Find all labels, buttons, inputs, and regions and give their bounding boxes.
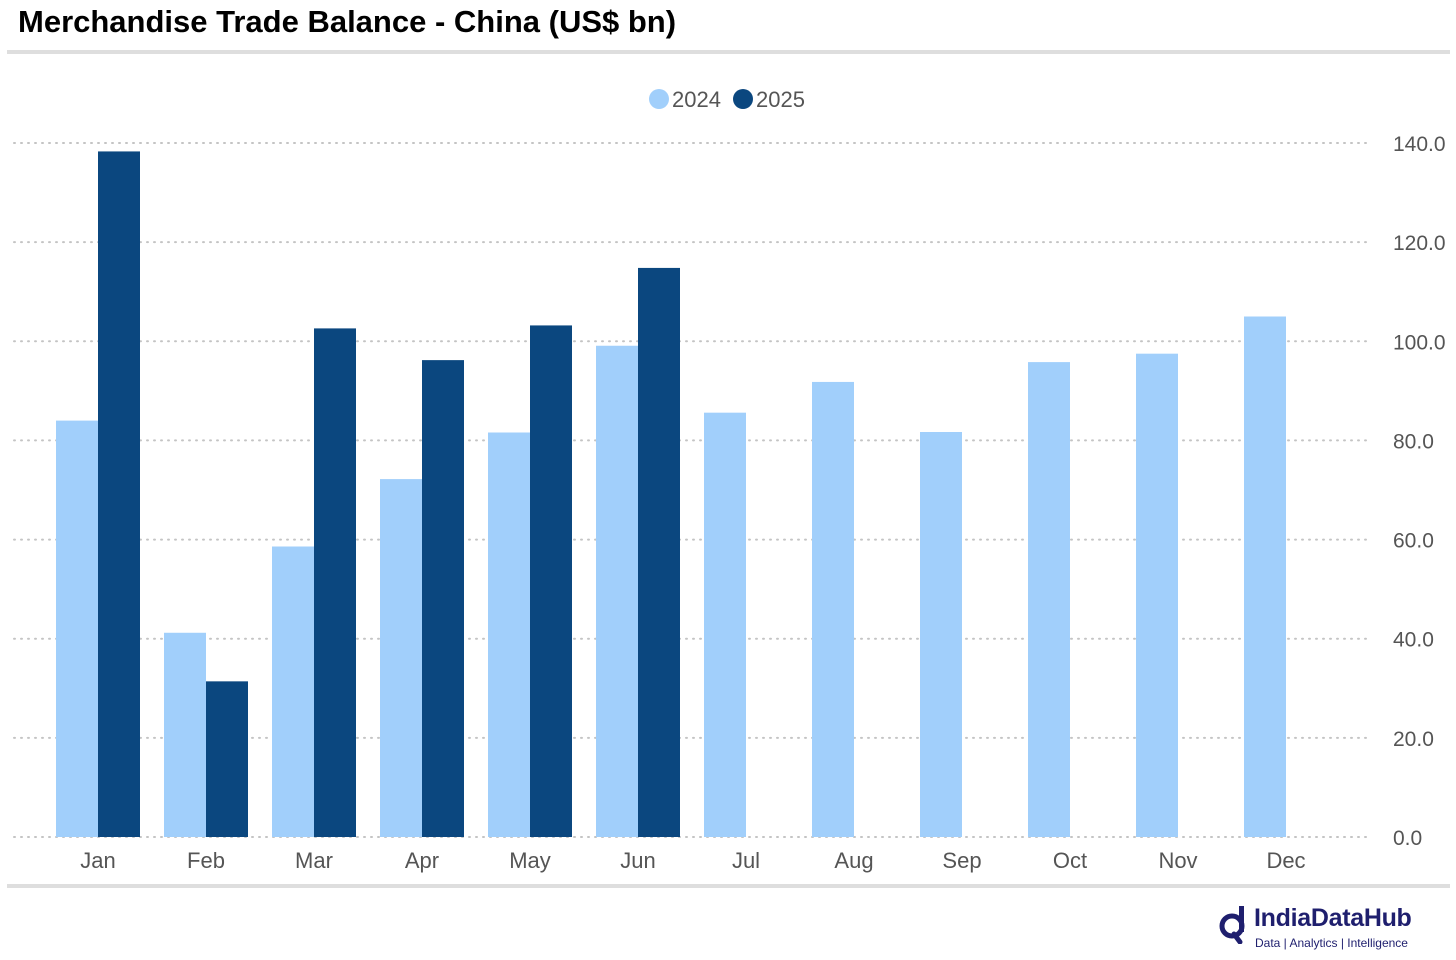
x-tick-label: Jul: [732, 848, 760, 873]
y-tick-label: 60.0: [1393, 530, 1434, 553]
bar-2024: [56, 420, 98, 837]
brand-name: IndiaDataHub: [1254, 904, 1412, 932]
y-tick-label: 0.0: [1393, 827, 1422, 850]
bar-2024: [380, 479, 422, 837]
x-tick-label: Jan: [80, 848, 115, 873]
x-axis: Jan Feb Mar Apr May Jun Jul Aug Sep Oct Nov Dec: [80, 848, 1305, 873]
bar-2025: [422, 360, 464, 837]
legend-marker: [649, 89, 669, 109]
page-title: Merchandise Trade Balance - China (US$ b…: [18, 4, 677, 39]
bar-2024: [1028, 362, 1070, 837]
legend: 2024 2025: [649, 87, 805, 112]
x-tick-label: Apr: [405, 848, 439, 873]
brand-tagline: Data | Analytics | Intelligence: [1255, 936, 1408, 950]
x-tick-label: Oct: [1053, 848, 1087, 873]
bar-2024: [272, 546, 314, 837]
legend-marker: [733, 89, 753, 109]
bar-2025: [530, 325, 572, 837]
x-tick-label: Sep: [942, 848, 981, 873]
bar-2025: [314, 328, 356, 837]
x-tick-label: Feb: [187, 848, 225, 873]
x-tick-label: Mar: [295, 848, 333, 873]
bar-2024: [164, 632, 206, 837]
y-axis: 0.0 20.0 40.0 60.0 80.0 100.0 120.0 140.0: [1393, 133, 1446, 850]
bars: [56, 151, 1286, 838]
y-tick-label: 140.0: [1393, 133, 1446, 156]
bar-2024: [704, 412, 746, 837]
y-tick-label: 100.0: [1393, 331, 1446, 354]
title-divider: [7, 50, 1450, 54]
bar-2024: [596, 345, 638, 837]
y-tick-label: 120.0: [1393, 232, 1446, 255]
x-tick-label: Jun: [620, 848, 655, 873]
x-tick-label: Nov: [1158, 848, 1197, 873]
brand-logo: IndiaDataHub Data | Analytics | Intellig…: [1218, 904, 1448, 956]
x-tick-label: Aug: [834, 848, 873, 873]
x-tick-label: Dec: [1266, 848, 1305, 873]
footer-divider: [7, 884, 1450, 888]
bar-2024: [488, 432, 530, 837]
bar-2025: [98, 151, 140, 838]
brand-mark-icon: [1219, 906, 1245, 944]
y-tick-label: 20.0: [1393, 728, 1434, 751]
bar-2024: [812, 381, 854, 837]
bar-2025: [638, 267, 680, 837]
x-tick-label: May: [509, 848, 551, 873]
bar-2024: [1136, 353, 1178, 837]
bar-2024: [1244, 316, 1286, 837]
y-tick-label: 40.0: [1393, 629, 1434, 652]
bar-2025: [206, 681, 248, 837]
bar-chart: 0.0 20.0 40.0 60.0 80.0 100.0 120.0 140.0 Jan Fe…: [13, 87, 1446, 873]
legend-label: 2024: [672, 87, 721, 112]
bar-2024: [920, 432, 962, 837]
y-tick-label: 80.0: [1393, 430, 1434, 453]
legend-label: 2025: [756, 87, 805, 112]
